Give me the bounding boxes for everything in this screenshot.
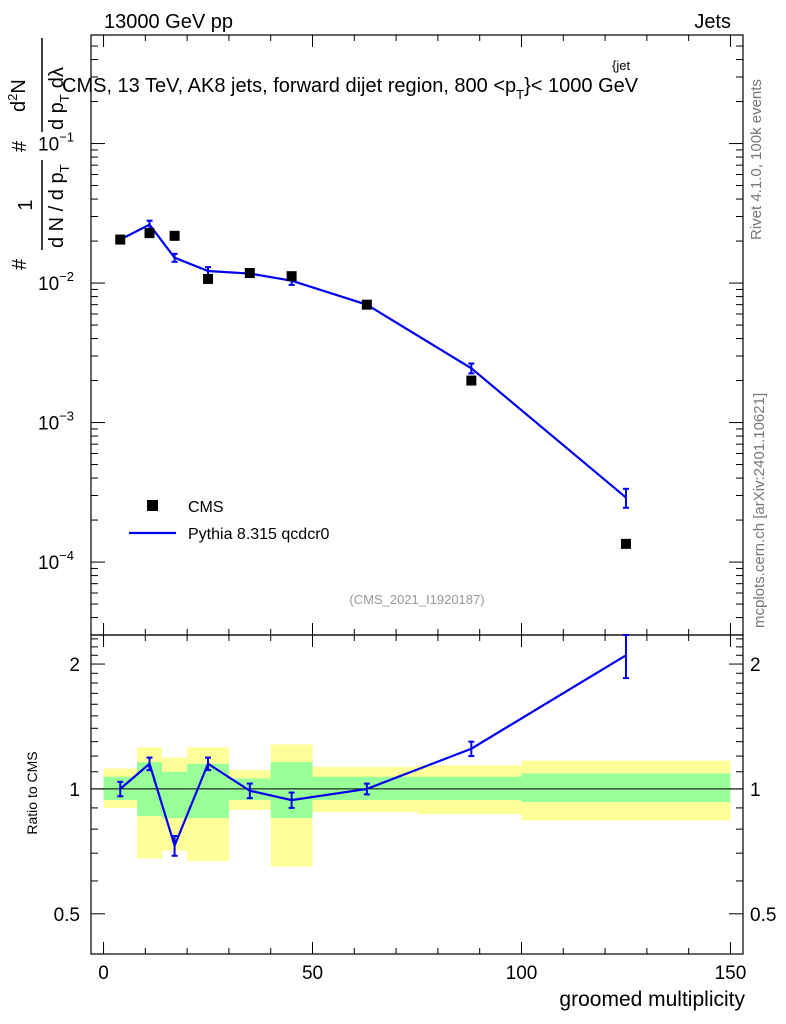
cms-point-3 <box>203 273 214 284</box>
cms-point-1 <box>144 228 155 239</box>
ratio-axis-ticks: 0 50 100 150 0.5 0.5 1 1 2 2 <box>54 635 776 984</box>
x-tick-label-50: 50 <box>302 963 323 984</box>
pythia-line <box>119 223 627 499</box>
cms-point-7 <box>466 375 477 386</box>
ratio-plot-frame <box>90 634 744 955</box>
ratio-tick-label-left-1: 1 <box>69 780 80 801</box>
cms-point-5 <box>286 271 297 282</box>
ratio-tick-label-right-2: 2 <box>750 655 761 676</box>
ylabel-one: 1 <box>15 199 37 210</box>
uncertainty-bands <box>103 744 731 867</box>
ylabel-hash-2: # <box>9 140 31 152</box>
legend-cms-label: CMS <box>188 499 224 516</box>
main-axis-ticks: 10−1 10−2 10−3 10−4 <box>38 35 743 636</box>
x-tick-label-100: 100 <box>506 963 538 984</box>
band-inner-5 <box>270 762 313 819</box>
cms-point-0 <box>115 234 126 245</box>
category-label: Jets <box>694 11 731 33</box>
process-label: 13000 GeV pp <box>104 11 233 33</box>
cms-point-8 <box>620 538 631 549</box>
ylabel-dn-dp: d N / d pT <box>46 164 72 248</box>
band-inner-7 <box>417 776 522 801</box>
ylabel-dp-dlambda: d pTdλ <box>46 67 72 130</box>
ratio-tick-label-left-2: 2 <box>69 655 80 676</box>
main-series <box>115 219 631 549</box>
y-tick-label-3: 10−4 <box>38 548 74 574</box>
plot-title-sup: {jet <box>612 58 630 73</box>
x-axis-label: groomed multiplicity <box>559 988 745 1011</box>
x-tick-label-0: 0 <box>98 963 109 984</box>
ratio-tick-label-right-0: 0.5 <box>750 905 776 926</box>
cms-point-4 <box>244 268 255 279</box>
legend: CMS Pythia 8.315 qcdcr0 <box>129 499 330 543</box>
ylabel-hash-1: # <box>9 258 31 270</box>
plot-title: CMS, 13 TeV, AK8 jets, forward dijet reg… <box>62 75 639 102</box>
y-axis-label: # 1 d N / d pT # d2N d pTdλ <box>5 38 72 270</box>
ratio-series <box>117 634 629 857</box>
y-tick-label-1: 10−2 <box>38 269 74 295</box>
ratio-tick-label-left-0: 0.5 <box>54 905 80 926</box>
band-inner-8 <box>521 773 731 803</box>
band-inner-2 <box>162 771 188 819</box>
ratio-y-label: Ratio to CMS <box>24 751 40 834</box>
y-tick-label-0: 10−1 <box>38 130 74 156</box>
analysis-watermark: (CMS_2021_I1920187) <box>349 592 484 607</box>
cms-point-6 <box>361 299 372 310</box>
cms-point-2 <box>169 230 180 241</box>
legend-pythia-label: Pythia 8.315 qcdcr0 <box>188 526 330 543</box>
plot-title-sub: T <box>516 87 524 102</box>
plot-title-main: CMS, 13 TeV, AK8 jets, forward dijet reg… <box>62 75 516 97</box>
legend-cms-marker <box>147 500 158 511</box>
plot-title-tail: }< 1000 GeV <box>524 75 639 97</box>
ylabel-d2n: d2N <box>5 79 30 112</box>
rivet-version-label: Rivet 4.1.0, 100k events <box>748 79 765 240</box>
y-tick-label-2: 10−3 <box>38 409 74 435</box>
mcplots-label: mcplots.cern.ch [arXiv:2401.10621] <box>751 393 768 628</box>
ratio-tick-label-right-1: 1 <box>750 780 761 801</box>
x-tick-label-150: 150 <box>715 963 747 984</box>
